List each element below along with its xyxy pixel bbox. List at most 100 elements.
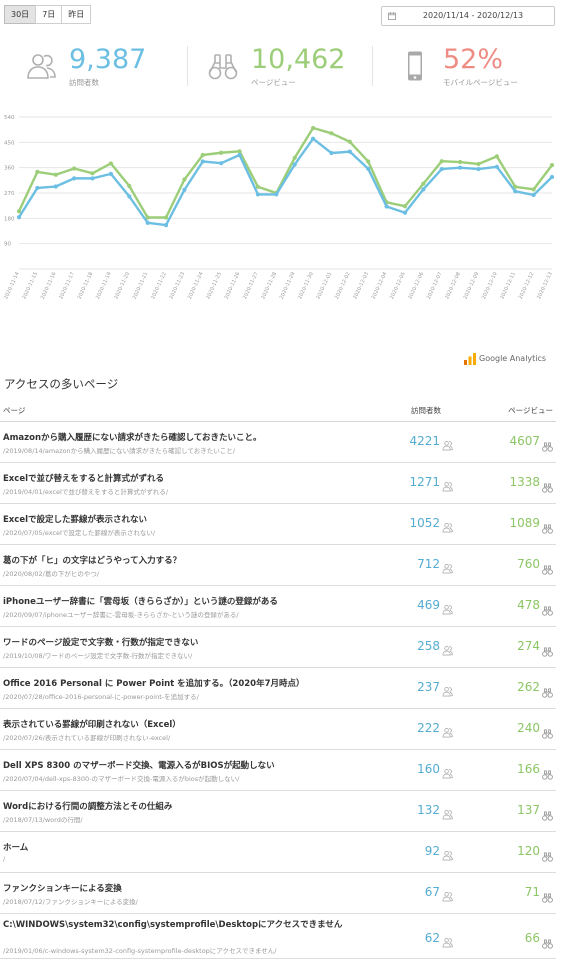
page-title-link[interactable]: C:\WINDOWS\system32\config\systemprofile… bbox=[3, 920, 343, 930]
page-title-link[interactable]: Excelで並び替えをすると計算式がずれる bbox=[3, 474, 165, 484]
data-point bbox=[255, 184, 261, 189]
tab-yesterday[interactable]: 昨日 bbox=[61, 5, 92, 24]
pageviews-value: 1338 bbox=[509, 475, 540, 489]
page-path: /2018/07/12/ファンクションキーによる変換/ bbox=[3, 898, 138, 906]
page-title-link[interactable]: Office 2016 Personal に Power Point を追加する… bbox=[3, 679, 305, 689]
x-tick-label: 2020-11-21 bbox=[132, 271, 150, 300]
binoculars-icon bbox=[542, 806, 553, 821]
data-point bbox=[90, 171, 95, 176]
users-icon bbox=[442, 887, 453, 902]
page-title-link[interactable]: Dell XPS 8300 のマザーボード交換、電源入るがBIOSが起動しない bbox=[3, 761, 275, 771]
page-title-link[interactable]: Wordにおける行間の調整方法とその仕組み bbox=[3, 802, 173, 812]
visitors-value: 62 bbox=[424, 931, 440, 945]
data-point bbox=[513, 189, 518, 194]
page-title-link[interactable]: 葛の下が「ヒ」の文字はどうやって入力する？ bbox=[3, 556, 182, 566]
pageviews-value: 137 bbox=[517, 803, 540, 817]
range-tabs: 30日 7日 昨日 bbox=[4, 5, 92, 24]
users-icon bbox=[442, 477, 453, 492]
visitors-value: 4221 bbox=[409, 434, 440, 448]
binoculars-icon bbox=[542, 519, 553, 534]
data-point bbox=[182, 187, 187, 193]
pageviews-value: 66 bbox=[524, 931, 540, 945]
column-page: ページ bbox=[3, 406, 26, 415]
page-title-link[interactable]: Excelで設定した罫線が表示されない bbox=[3, 515, 148, 525]
pageviews-value: 4607 bbox=[509, 434, 540, 448]
data-point bbox=[476, 161, 481, 167]
data-point bbox=[329, 150, 334, 156]
page-title-link[interactable]: ホーム bbox=[3, 843, 29, 853]
page-path: /2020/09/07/iphoneユーザー辞書に-雲母坂-きららざか-という謎… bbox=[3, 611, 239, 619]
x-tick-label: 2020-12-05 bbox=[389, 271, 407, 300]
data-point bbox=[402, 210, 408, 215]
mobile-label: モバイルページビュー bbox=[443, 78, 518, 87]
data-point bbox=[421, 181, 426, 186]
data-point bbox=[347, 139, 352, 144]
pageviews-value: 1089 bbox=[509, 516, 540, 530]
table-row: Excelで設定した罫線が表示されない/2020/07/05/excelで設定し… bbox=[0, 504, 556, 545]
page-path: /2019/10/08/ワードのページ設定で文字数-行数が指定できない/ bbox=[3, 652, 193, 660]
visitors-count: 9,387 bbox=[69, 44, 147, 75]
visitors-value: 1052 bbox=[409, 516, 440, 530]
data-point bbox=[90, 176, 95, 181]
binoculars-icon bbox=[542, 934, 553, 949]
table-row: Office 2016 Personal に Power Point を追加する… bbox=[0, 668, 556, 709]
x-tick-label: 2020-12-03 bbox=[352, 271, 370, 300]
pageviews-value: 120 bbox=[517, 844, 540, 858]
page-title-link[interactable]: Amazonから購入履歴にない請求がきたら確認しておきたいこと。 bbox=[3, 433, 262, 443]
visitors-value: 469 bbox=[417, 598, 440, 612]
x-tick-label: 2020-11-28 bbox=[260, 271, 278, 300]
page-path: /2020/07/28/office-2016-personal-に-power… bbox=[3, 693, 199, 701]
mobile-phone-icon bbox=[408, 51, 422, 81]
data-point bbox=[219, 150, 224, 155]
data-point bbox=[274, 192, 279, 197]
data-point bbox=[549, 174, 555, 180]
y-tick-label: 540 bbox=[4, 115, 15, 121]
x-tick-label: 2020-11-25 bbox=[205, 271, 223, 300]
x-tick-label: 2020-11-18 bbox=[77, 271, 95, 300]
tab-7-days[interactable]: 7日 bbox=[35, 5, 63, 24]
users-icon bbox=[442, 805, 453, 820]
x-tick-label: 2020-11-16 bbox=[40, 271, 58, 300]
x-tick-label: 2020-12-08 bbox=[444, 271, 462, 300]
data-point bbox=[16, 215, 22, 220]
visitors-value: 1271 bbox=[409, 475, 440, 489]
series-line bbox=[17, 126, 553, 219]
pageviews-value: 240 bbox=[517, 721, 540, 735]
users-icon bbox=[442, 641, 453, 656]
data-point bbox=[366, 166, 371, 171]
binoculars-icon bbox=[542, 601, 553, 616]
calendar-icon bbox=[388, 12, 396, 20]
mobile-percent: 52% bbox=[443, 44, 504, 75]
x-tick-label: 2020-11-29 bbox=[279, 271, 297, 300]
data-point bbox=[384, 204, 389, 209]
google-analytics-label: Google Analytics bbox=[479, 354, 547, 363]
x-tick-label: 2020-11-19 bbox=[95, 271, 113, 300]
data-point bbox=[402, 204, 408, 209]
data-point bbox=[366, 159, 371, 164]
data-point bbox=[127, 194, 132, 199]
tab-30-days[interactable]: 30日 bbox=[4, 5, 37, 24]
x-tick-label: 2020-12-04 bbox=[371, 271, 389, 300]
page-path: /2020/07/04/dell-xps-8300-のマザーボード交換-電源入る… bbox=[3, 775, 240, 783]
users-icon bbox=[442, 764, 453, 779]
visitors-value: 132 bbox=[417, 803, 440, 817]
column-pageviews: ページビュー bbox=[508, 406, 553, 415]
data-point bbox=[513, 184, 518, 189]
binoculars-icon bbox=[542, 642, 553, 657]
data-point bbox=[329, 131, 334, 136]
users-icon bbox=[442, 682, 453, 697]
page-title-link[interactable]: ワードのページ設定で文字数・行数が指定できない bbox=[3, 638, 199, 648]
page-path: /2019/04/01/excelで並び替えをすると計算式がずれる/ bbox=[3, 488, 169, 496]
page-title-link[interactable]: iPhoneユーザー辞書に「雲母坂（きららざか）」という謎の登録がある bbox=[3, 597, 278, 607]
x-tick-label: 2020-12-01 bbox=[316, 271, 334, 300]
binoculars-icon bbox=[542, 683, 553, 698]
binoculars-icon bbox=[542, 888, 553, 903]
date-range-picker[interactable]: 2020/11/14 - 2020/12/13 bbox=[381, 6, 555, 26]
data-point bbox=[494, 154, 499, 159]
page-title-link[interactable]: 表示されている罫線が印刷されない（Excel） bbox=[3, 720, 181, 730]
page-path: /2019/08/14/amazonから購入履歴にない請求がきたら確認しておきた… bbox=[3, 447, 235, 455]
page-title-link[interactable]: ファンクションキーによる変換 bbox=[3, 884, 122, 894]
section-title: アクセスの多いページ bbox=[4, 377, 119, 391]
data-point bbox=[494, 164, 499, 169]
users-icon bbox=[442, 723, 453, 738]
